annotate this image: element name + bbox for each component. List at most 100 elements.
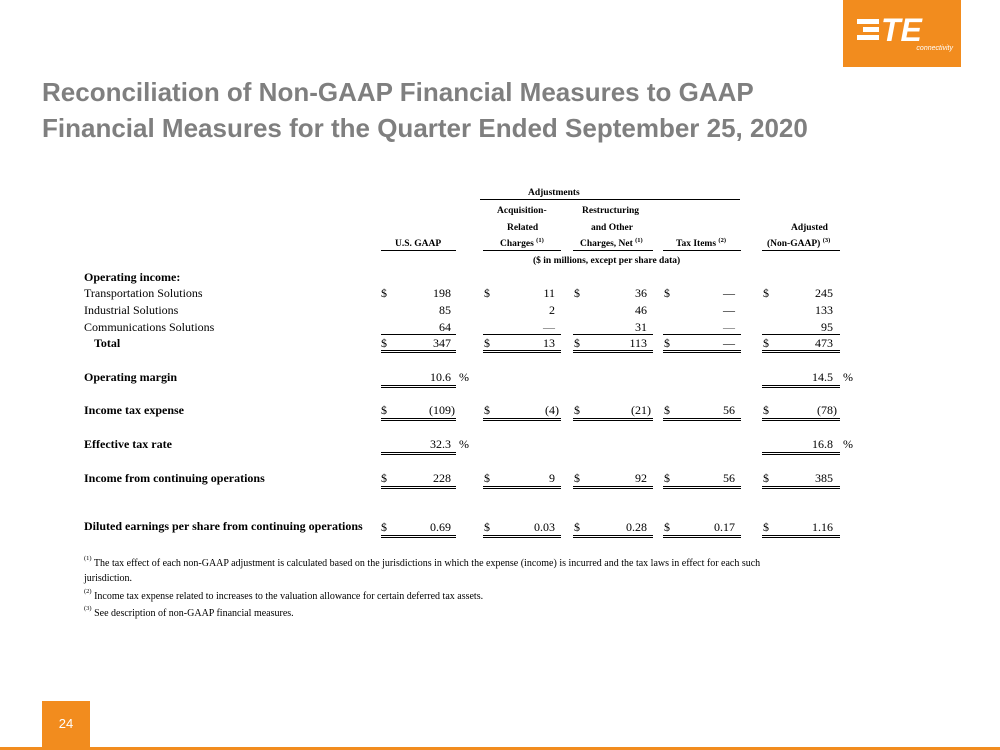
- percent-sign: %: [843, 437, 853, 451]
- dollar-sign: $: [381, 286, 387, 300]
- col-rule-acq: [483, 250, 561, 251]
- percent-sign: %: [459, 437, 469, 451]
- dollar-sign: $: [574, 520, 580, 534]
- dollar-sign: $: [664, 520, 670, 534]
- header-adj-1: Adjusted: [791, 223, 828, 233]
- cell-transport-acq: 11: [543, 286, 555, 300]
- dollar-sign: $: [664, 403, 670, 417]
- double-rule: [663, 486, 741, 489]
- footnote-1: (1) The tax effect of each non-GAAP adju…: [84, 555, 761, 569]
- cell-etr-adj: 16.8: [812, 437, 833, 451]
- percent-sign: %: [843, 370, 853, 384]
- cell-margin-gaap: 10.6: [430, 370, 451, 384]
- te-connectivity-logo: TE connectivity: [843, 0, 961, 67]
- dollar-sign: $: [484, 286, 490, 300]
- percent-sign: %: [459, 370, 469, 384]
- double-rule: [663, 535, 741, 538]
- double-rule: [762, 385, 840, 388]
- row-label-transportation: Transportation Solutions: [84, 286, 203, 300]
- cell-total-gaap: 347: [433, 336, 451, 350]
- header-res-3: Charges, Net (1): [580, 237, 643, 249]
- cell-eps-tax: 0.17: [714, 520, 735, 534]
- cell-taxexp-tax: 56: [723, 403, 735, 417]
- footnote-3: (3) See description of non-GAAP financia…: [84, 605, 294, 619]
- double-rule: [381, 350, 456, 353]
- cell-eps-gaap: 0.69: [430, 520, 451, 534]
- cell-transport-res: 36: [635, 286, 647, 300]
- double-rule: [573, 486, 653, 489]
- cell-comms-adj: 95: [821, 320, 833, 334]
- double-rule: [381, 535, 456, 538]
- double-rule: [663, 418, 741, 421]
- cell-industrial-gaap: 85: [439, 303, 451, 317]
- header-units: ($ in millions, except per share data): [533, 256, 681, 266]
- double-rule: [573, 350, 653, 353]
- row-label-communications: Communications Solutions: [84, 320, 215, 334]
- subtotal-rule: [762, 334, 840, 335]
- footer-rule: [0, 747, 1000, 750]
- row-label-diluted-eps: Diluted earnings per share from continui…: [84, 519, 363, 533]
- dollar-sign: $: [381, 471, 387, 485]
- cell-eps-res: 0.28: [626, 520, 647, 534]
- cell-transport-tax: —: [723, 286, 735, 300]
- dollar-sign: $: [574, 403, 580, 417]
- double-rule: [762, 350, 840, 353]
- te-logo-icon: TE: [857, 13, 924, 45]
- cell-industrial-res: 46: [635, 303, 647, 317]
- cell-transport-adj: 245: [815, 286, 833, 300]
- row-label-effective-tax-rate: Effective tax rate: [84, 437, 172, 451]
- footnote-2: (2) Income tax expense related to increa…: [84, 588, 484, 602]
- subtotal-rule: [573, 334, 653, 335]
- header-adj-2: (Non-GAAP) (3): [767, 237, 831, 249]
- header-acq-1: Acquisition-: [497, 206, 547, 216]
- row-label-industrial: Industrial Solutions: [84, 303, 179, 317]
- dollar-sign: $: [574, 336, 580, 350]
- cell-industrial-tax: —: [723, 303, 735, 317]
- double-rule: [762, 418, 840, 421]
- dollar-sign: $: [381, 403, 387, 417]
- double-rule: [381, 385, 456, 388]
- header-rule: [480, 199, 740, 200]
- cell-transport-gaap: 198: [433, 286, 451, 300]
- double-rule: [483, 486, 561, 489]
- dollar-sign: $: [484, 403, 490, 417]
- dollar-sign: $: [484, 471, 490, 485]
- double-rule: [573, 535, 653, 538]
- cell-eps-acq: 0.03: [534, 520, 555, 534]
- header-acq-3: Charges (1): [500, 237, 544, 249]
- row-label-income-tax-expense: Income tax expense: [84, 403, 184, 417]
- cell-cont-res: 92: [635, 471, 647, 485]
- double-rule: [573, 418, 653, 421]
- page-title: Reconciliation of Non-GAAP Financial Mea…: [42, 74, 942, 146]
- row-label-operating-income: Operating income:: [84, 270, 181, 284]
- header-gaap: U.S. GAAP: [395, 239, 442, 249]
- double-rule: [483, 418, 561, 421]
- double-rule: [762, 452, 840, 455]
- double-rule: [381, 418, 456, 421]
- dollar-sign: $: [763, 520, 769, 534]
- cell-comms-tax: —: [723, 320, 735, 334]
- cell-total-acq: 13: [543, 336, 555, 350]
- subtotal-rule: [663, 334, 741, 335]
- title-line-1: Reconciliation of Non-GAAP Financial Mea…: [42, 77, 754, 107]
- dollar-sign: $: [763, 336, 769, 350]
- double-rule: [381, 486, 456, 489]
- col-rule-res: [573, 250, 653, 251]
- cell-total-adj: 473: [815, 336, 833, 350]
- logo-text: TE: [881, 13, 924, 45]
- col-rule-gaap: [381, 250, 456, 251]
- row-label-operating-margin: Operating margin: [84, 370, 177, 384]
- cell-cont-adj: 385: [815, 471, 833, 485]
- col-rule-tax: [663, 250, 741, 251]
- double-rule: [663, 350, 741, 353]
- dollar-sign: $: [763, 471, 769, 485]
- row-label-continuing-operations: Income from continuing operations: [84, 471, 265, 485]
- dollar-sign: $: [763, 403, 769, 417]
- cell-cont-tax: 56: [723, 471, 735, 485]
- dollar-sign: $: [664, 471, 670, 485]
- cell-taxexp-acq: (4): [545, 403, 559, 417]
- page-number: 24: [42, 701, 90, 747]
- cell-taxexp-adj: (78): [817, 403, 837, 417]
- title-line-2: Financial Measures for the Quarter Ended…: [42, 113, 808, 143]
- cell-comms-gaap: 64: [439, 320, 451, 334]
